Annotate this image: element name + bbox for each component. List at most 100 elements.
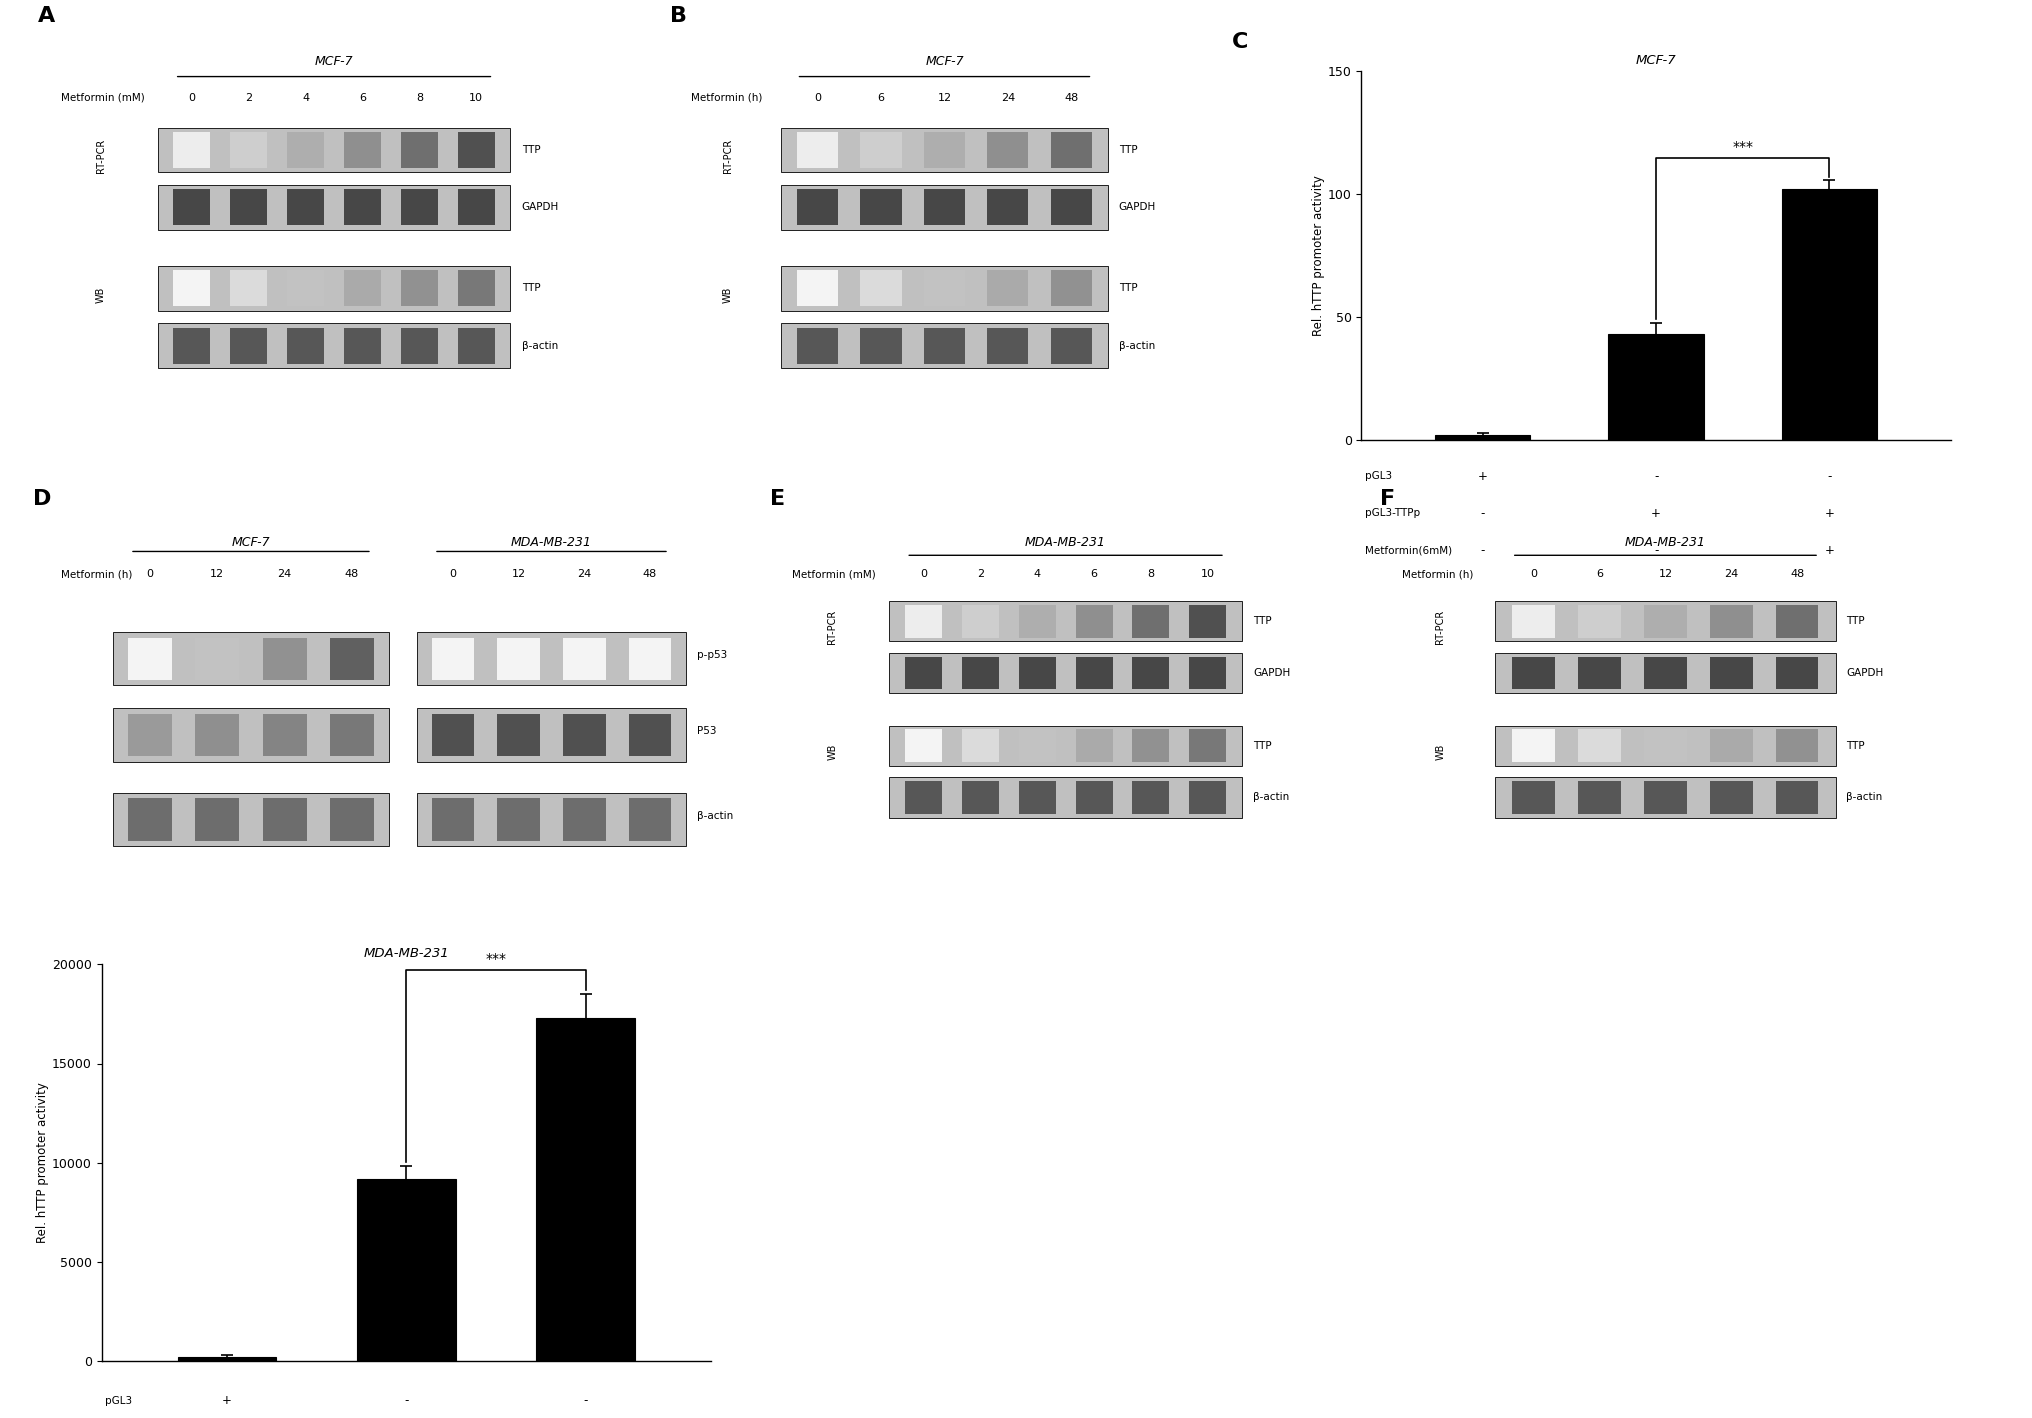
- Bar: [431, 715, 473, 756]
- Bar: [329, 715, 374, 756]
- Text: +: +: [1825, 506, 1835, 520]
- Text: MCF-7: MCF-7: [925, 55, 963, 68]
- Bar: [173, 190, 211, 225]
- Text: Metformin (mM): Metformin (mM): [792, 570, 876, 580]
- Text: 0: 0: [920, 570, 927, 580]
- Bar: [904, 605, 941, 638]
- Bar: [1512, 657, 1554, 689]
- Bar: [925, 269, 965, 306]
- Bar: [988, 190, 1028, 225]
- Text: MDA-MB-231: MDA-MB-231: [510, 536, 591, 549]
- Text: +: +: [1652, 506, 1660, 520]
- Text: TTP: TTP: [522, 145, 541, 155]
- Text: 0: 0: [146, 570, 152, 580]
- Text: ***: ***: [1731, 140, 1754, 155]
- Bar: [780, 267, 1107, 311]
- Text: 24: 24: [1723, 570, 1739, 580]
- Bar: [457, 132, 496, 167]
- Bar: [262, 638, 307, 679]
- Bar: [1644, 605, 1687, 638]
- Bar: [797, 190, 839, 225]
- Text: 0: 0: [189, 92, 195, 104]
- Bar: [457, 269, 496, 306]
- Text: 24: 24: [1000, 92, 1016, 104]
- Text: Metformin (h): Metformin (h): [691, 92, 762, 104]
- Bar: [988, 132, 1028, 167]
- Text: GAPDH: GAPDH: [522, 203, 559, 213]
- Text: 0: 0: [815, 92, 821, 104]
- Bar: [1435, 435, 1530, 440]
- Bar: [925, 190, 965, 225]
- Text: Metformin(6mM): Metformin(6mM): [1366, 545, 1453, 556]
- Bar: [343, 328, 382, 363]
- Bar: [628, 638, 671, 679]
- Bar: [1018, 729, 1057, 761]
- Bar: [287, 269, 325, 306]
- Text: MCF-7: MCF-7: [232, 536, 270, 549]
- Text: 48: 48: [642, 570, 656, 580]
- Text: 12: 12: [937, 92, 951, 104]
- Bar: [1051, 132, 1091, 167]
- Text: β-actin: β-actin: [1120, 340, 1154, 350]
- Text: RT-PCR: RT-PCR: [96, 139, 106, 173]
- Bar: [230, 132, 268, 167]
- Title: MDA-MB-231: MDA-MB-231: [364, 947, 449, 960]
- Bar: [890, 601, 1242, 641]
- Bar: [1132, 781, 1170, 814]
- Text: C: C: [1231, 33, 1248, 52]
- Bar: [890, 777, 1242, 818]
- Text: -: -: [1654, 469, 1658, 484]
- Text: 48: 48: [1065, 92, 1079, 104]
- Bar: [961, 605, 1000, 638]
- Bar: [797, 269, 839, 306]
- Bar: [128, 715, 173, 756]
- Text: RT-PCR: RT-PCR: [1435, 610, 1445, 644]
- Bar: [925, 328, 965, 363]
- Bar: [536, 1018, 634, 1361]
- Text: TTP: TTP: [522, 284, 541, 294]
- Bar: [1709, 781, 1754, 814]
- Bar: [988, 269, 1028, 306]
- Bar: [400, 190, 439, 225]
- Bar: [343, 132, 382, 167]
- Bar: [400, 132, 439, 167]
- Bar: [343, 190, 382, 225]
- Bar: [1579, 781, 1622, 814]
- Text: GAPDH: GAPDH: [1254, 668, 1290, 678]
- Bar: [179, 1357, 276, 1361]
- Bar: [400, 328, 439, 363]
- Bar: [1132, 605, 1170, 638]
- Bar: [925, 132, 965, 167]
- Text: TTP: TTP: [1120, 145, 1138, 155]
- Bar: [1776, 729, 1819, 761]
- Bar: [1496, 652, 1835, 693]
- Bar: [1709, 605, 1754, 638]
- Text: 10: 10: [469, 92, 484, 104]
- Bar: [287, 132, 325, 167]
- Bar: [114, 709, 390, 761]
- Text: 2: 2: [246, 92, 252, 104]
- Text: +: +: [1825, 543, 1835, 557]
- Bar: [173, 132, 211, 167]
- Bar: [195, 638, 240, 679]
- Title: MCF-7: MCF-7: [1636, 54, 1676, 67]
- Bar: [904, 781, 941, 814]
- Bar: [1018, 605, 1057, 638]
- Bar: [498, 638, 541, 679]
- Text: 6: 6: [1595, 570, 1603, 580]
- Text: 24: 24: [278, 570, 293, 580]
- Text: p-p53: p-p53: [697, 649, 727, 659]
- Text: D: D: [33, 489, 51, 509]
- Bar: [1512, 729, 1554, 761]
- Text: pGL3: pGL3: [1366, 471, 1392, 482]
- Bar: [988, 328, 1028, 363]
- Bar: [1496, 601, 1835, 641]
- Bar: [1782, 189, 1878, 440]
- Bar: [1579, 605, 1622, 638]
- Bar: [287, 190, 325, 225]
- Text: 6: 6: [1091, 570, 1097, 580]
- Text: β-actin: β-actin: [1254, 793, 1290, 803]
- Text: MDA-MB-231: MDA-MB-231: [1024, 536, 1105, 549]
- Bar: [1644, 729, 1687, 761]
- Text: -: -: [1481, 543, 1485, 557]
